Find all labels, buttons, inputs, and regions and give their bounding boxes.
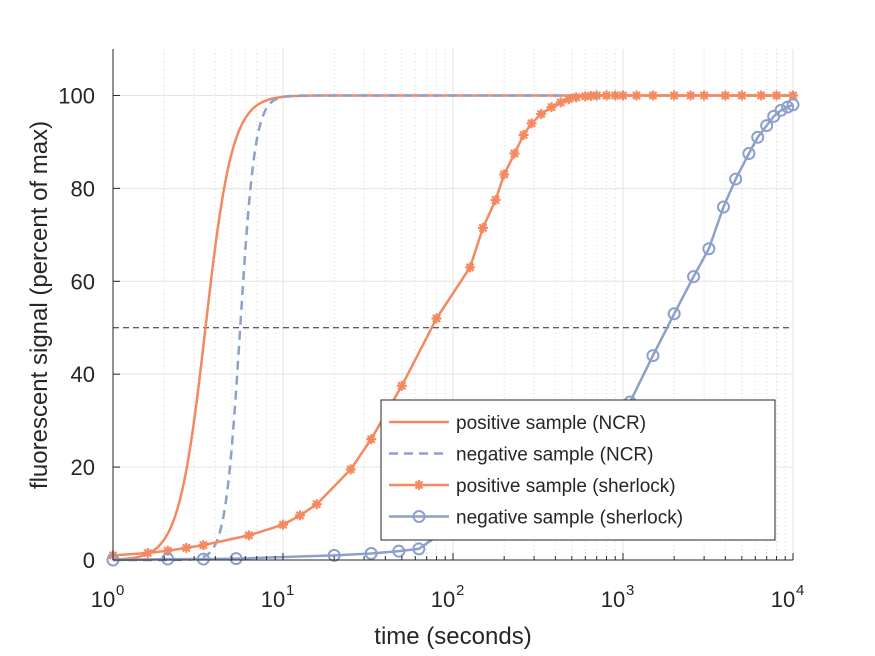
legend-entry: positive sample (sherlock) — [389, 476, 676, 497]
x-tick-exponent: 3 — [626, 582, 634, 599]
data-point — [720, 90, 731, 101]
data-point — [243, 530, 254, 541]
legend-marker — [412, 510, 426, 523]
data-point — [392, 544, 406, 558]
series-3 — [108, 90, 798, 561]
data-point — [536, 109, 547, 120]
y-tick-label: 20 — [71, 455, 95, 480]
legend-entry: negative sample (NCR) — [389, 445, 653, 466]
y-axis-label: fluorescent signal (percent of max) — [26, 121, 53, 489]
y-tick-label: 60 — [71, 269, 95, 294]
x-tick-exponent: 2 — [456, 582, 464, 599]
x-tick-exponent: 1 — [286, 582, 294, 599]
data-point — [366, 434, 377, 445]
y-tick-label: 80 — [71, 176, 95, 201]
data-point — [181, 542, 192, 553]
x-tick-labels: 10 0 10 1 10 2 10 3 10 4 — [91, 582, 805, 612]
data-point — [396, 380, 407, 391]
y-tick-label: 100 — [58, 83, 95, 108]
data-point — [667, 307, 681, 321]
data-point — [716, 200, 730, 214]
data-point — [465, 262, 476, 273]
x-tick-label: 10 — [261, 587, 285, 612]
data-point — [526, 118, 537, 129]
x-tick-label: 10 — [771, 587, 795, 612]
data-point — [546, 102, 557, 113]
data-point — [161, 552, 175, 566]
data-point — [751, 130, 765, 144]
data-point — [563, 94, 574, 105]
data-point — [601, 90, 612, 101]
legend-marker — [414, 480, 424, 490]
legend-label: negative sample (sherlock) — [456, 508, 683, 529]
data-point — [788, 90, 798, 101]
data-point — [742, 147, 756, 161]
x-tick-label: 10 — [601, 587, 625, 612]
x-tick-exponent: 0 — [116, 582, 124, 599]
data-point — [756, 90, 767, 101]
data-point — [760, 119, 774, 133]
x-axis-label: time (seconds) — [374, 623, 531, 650]
data-point — [311, 499, 322, 510]
data-point — [142, 548, 153, 559]
x-tick-exponent: 4 — [796, 582, 804, 599]
axes — [112, 49, 794, 561]
data-point — [571, 92, 582, 103]
data-point — [669, 90, 680, 101]
data-point — [702, 242, 716, 256]
data-point — [364, 546, 378, 560]
data-point — [555, 97, 566, 108]
data-point — [518, 129, 529, 140]
data-point — [499, 169, 510, 180]
legend-entry: negative sample (sherlock) — [389, 508, 683, 529]
y-tick-label: 0 — [83, 548, 95, 573]
data-point — [196, 552, 210, 566]
data-point — [327, 548, 341, 562]
data-point — [591, 90, 602, 101]
data-point — [490, 194, 501, 205]
data-point — [229, 552, 243, 566]
legend-entry: positive sample (NCR) — [389, 413, 646, 434]
x-tick-label: 10 — [431, 587, 455, 612]
data-point — [646, 349, 660, 363]
x-tick-label: 10 — [91, 587, 115, 612]
data-point — [685, 90, 696, 101]
data-point — [618, 90, 628, 101]
legend-label: positive sample (NCR) — [456, 413, 646, 434]
data-point — [198, 540, 209, 551]
data-point — [736, 90, 747, 101]
data-point — [687, 270, 701, 284]
data-point — [477, 222, 488, 233]
data-point — [412, 542, 426, 556]
data-point — [786, 98, 800, 112]
data-point — [647, 90, 658, 101]
data-point — [610, 90, 621, 101]
data-point — [729, 172, 743, 186]
legend-label: positive sample (sherlock) — [456, 476, 676, 497]
data-point — [509, 148, 520, 159]
data-point — [431, 313, 442, 324]
data-point — [278, 519, 288, 530]
data-point — [345, 464, 356, 475]
legend-label: negative sample (NCR) — [456, 445, 653, 466]
y-tick-label: 40 — [71, 362, 95, 387]
data-point — [699, 90, 710, 101]
data-point — [774, 103, 788, 117]
legend: positive sample (NCR) negative sample (NC… — [380, 399, 776, 541]
series-4 — [106, 98, 800, 567]
series-layer — [106, 90, 800, 567]
data-point — [771, 90, 782, 101]
data-point — [295, 510, 306, 521]
y-tick-labels: 0 20 40 60 80 100 — [58, 83, 95, 573]
data-point — [631, 90, 642, 101]
